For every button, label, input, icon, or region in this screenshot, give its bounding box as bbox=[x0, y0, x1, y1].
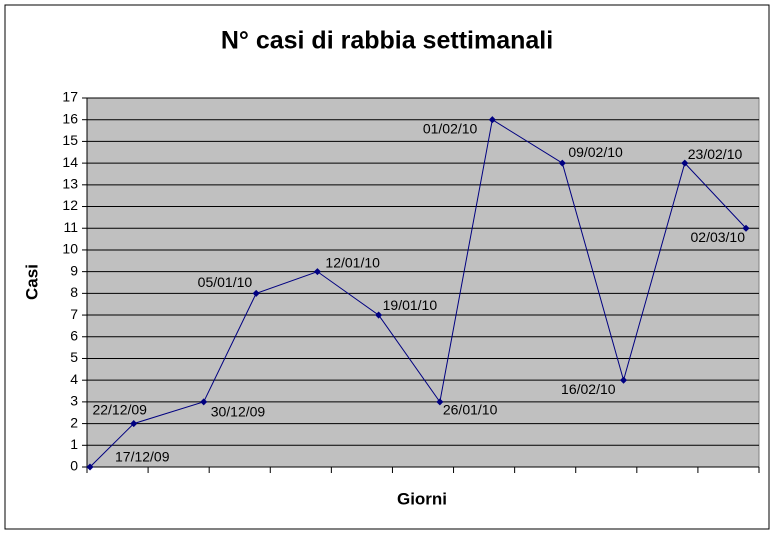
y-tick-label: 4 bbox=[70, 371, 78, 387]
y-tick-label: 3 bbox=[70, 393, 78, 409]
y-tick-label: 8 bbox=[70, 284, 78, 300]
y-tick-label: 16 bbox=[62, 110, 78, 126]
data-label: 16/02/10 bbox=[561, 381, 616, 397]
y-tick-label: 13 bbox=[62, 176, 78, 192]
data-label: 01/02/10 bbox=[423, 120, 478, 136]
y-tick-label: 12 bbox=[62, 197, 78, 213]
y-tick-label: 17 bbox=[62, 89, 78, 105]
data-point bbox=[130, 420, 138, 428]
plot-area bbox=[86, 97, 760, 468]
series-line bbox=[89, 118, 747, 468]
data-point bbox=[558, 159, 566, 167]
data-point bbox=[681, 159, 689, 167]
x-axis-title: Giorni bbox=[397, 489, 447, 508]
y-tick-label: 11 bbox=[63, 219, 78, 235]
y-tick-label: 0 bbox=[70, 458, 78, 474]
data-point bbox=[86, 463, 94, 471]
data-label: 12/01/10 bbox=[325, 254, 380, 270]
data-label: 09/02/10 bbox=[568, 144, 623, 160]
y-tick-label: 5 bbox=[70, 349, 78, 365]
data-label: 05/01/10 bbox=[198, 274, 253, 290]
data-label: 22/12/09 bbox=[92, 401, 147, 417]
data-label: 30/12/09 bbox=[211, 404, 266, 420]
data-label: 23/02/10 bbox=[688, 146, 743, 162]
data-point bbox=[375, 311, 383, 319]
y-tick-label: 7 bbox=[70, 306, 78, 322]
data-label: 19/01/10 bbox=[383, 297, 438, 313]
y-tick-label: 2 bbox=[70, 414, 78, 430]
data-label: 26/01/10 bbox=[443, 402, 498, 418]
y-tick-label: 14 bbox=[62, 154, 78, 170]
y-tick-label: 1 bbox=[70, 436, 78, 452]
y-tick-label: 6 bbox=[70, 327, 78, 343]
y-tick-label: 15 bbox=[62, 132, 78, 148]
data-point bbox=[200, 398, 208, 406]
y-axis-title: Casi bbox=[22, 264, 41, 300]
data-point bbox=[620, 376, 628, 384]
data-point bbox=[742, 224, 750, 232]
y-tick-label: 9 bbox=[70, 262, 78, 278]
chart-title: N° casi di rabbia settimanali bbox=[221, 27, 553, 55]
data-point bbox=[436, 398, 444, 406]
y-tick-label: 10 bbox=[62, 241, 78, 257]
data-point bbox=[488, 116, 496, 124]
data-point bbox=[313, 268, 321, 276]
data-label: 17/12/09 bbox=[115, 449, 170, 465]
data-label: 02/03/10 bbox=[691, 229, 746, 245]
